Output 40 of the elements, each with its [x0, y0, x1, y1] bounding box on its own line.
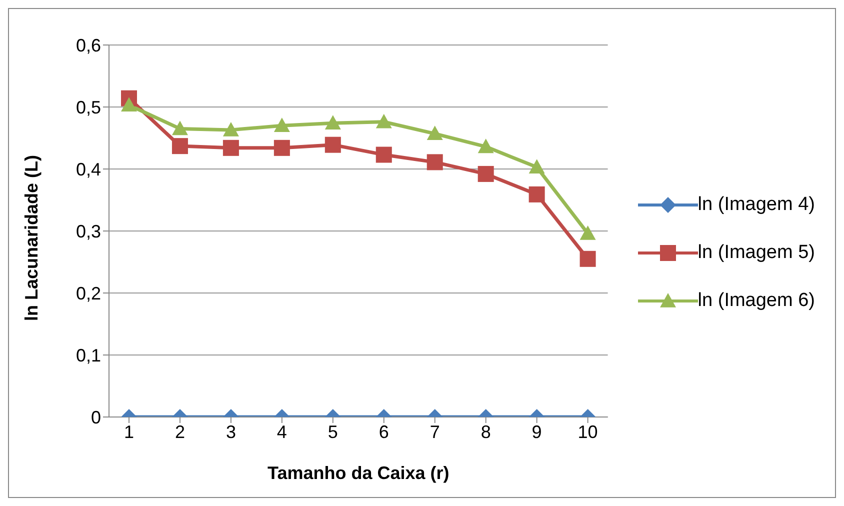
y-tick-label: 0,2	[76, 283, 101, 304]
point	[222, 122, 239, 136]
y-tick-label: 0	[90, 407, 101, 428]
x-tick-label: 8	[480, 422, 491, 442]
point	[274, 140, 290, 156]
legend-label: ln (Imagem 4)	[698, 193, 815, 217]
x-tick-label: 6	[378, 422, 389, 442]
point	[426, 154, 443, 170]
point	[324, 115, 341, 130]
point	[121, 97, 137, 112]
x-tick-label: 9	[532, 422, 542, 442]
point	[528, 159, 545, 174]
y-tick-label: 0,6	[76, 35, 101, 56]
point	[580, 225, 596, 240]
x-tick-label: 1	[124, 422, 134, 442]
y-tick-label: 0,3	[76, 221, 101, 242]
point	[172, 120, 188, 136]
y-tick-label: 0,4	[76, 159, 101, 180]
x-tick-label: 3	[226, 422, 236, 442]
x-axis-title: Tamanho da Caixa (r)	[268, 463, 450, 483]
y-axis-title: ln Lacunaridade (L)	[21, 154, 42, 321]
point	[478, 166, 494, 182]
y-tick-label: 0,5	[76, 97, 101, 118]
point	[274, 118, 290, 132]
point	[426, 126, 443, 140]
x-tick-label: 5	[328, 422, 338, 442]
point	[172, 138, 188, 154]
x-tick-label: 10	[578, 422, 598, 442]
legend-label: ln (Imagem 6)	[698, 289, 815, 313]
y-tick-label: 0,1	[76, 345, 101, 366]
point	[376, 146, 392, 163]
point	[528, 186, 545, 202]
point	[324, 136, 341, 153]
legend-label: ln (Imagem 5)	[698, 241, 815, 265]
x-tick-label: 2	[174, 422, 185, 442]
point	[376, 114, 392, 128]
point	[222, 140, 239, 156]
x-tick-label: 7	[430, 422, 440, 442]
point	[478, 138, 494, 154]
x-tick-label: 4	[276, 422, 287, 442]
